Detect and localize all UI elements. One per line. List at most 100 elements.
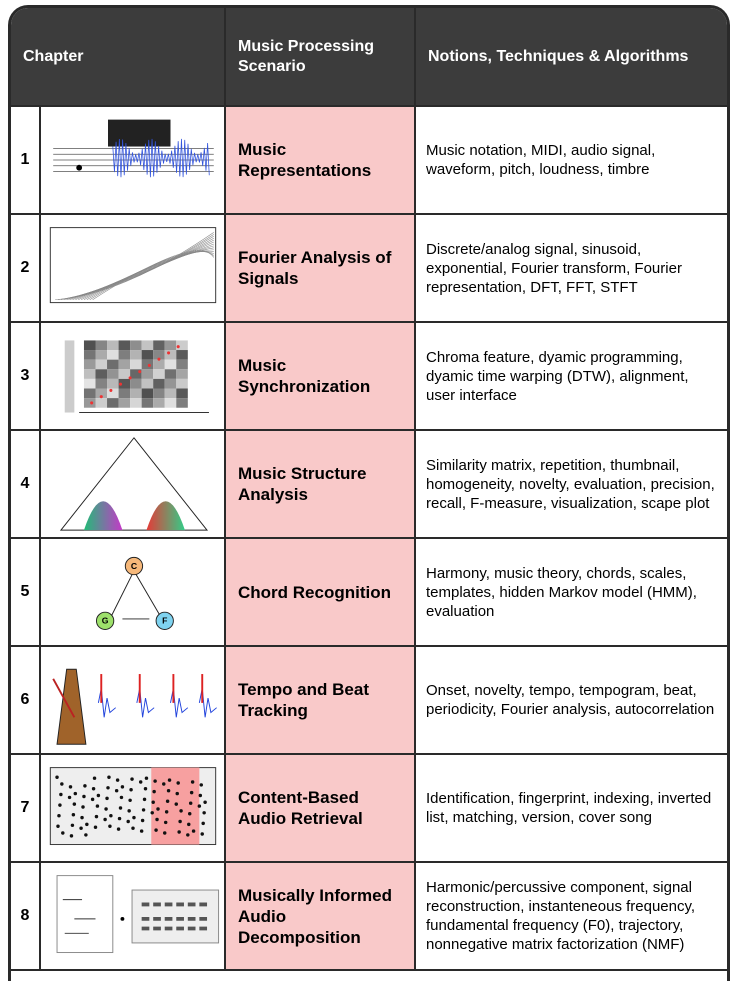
figure-shape bbox=[83, 398, 95, 408]
figure-shape bbox=[164, 810, 168, 814]
figure-shape bbox=[141, 398, 153, 408]
chapter-number: 8 bbox=[11, 863, 41, 971]
figure-shape bbox=[120, 785, 124, 789]
chapter-figure bbox=[41, 107, 226, 215]
chapter-number: 4 bbox=[11, 431, 41, 539]
figure-shape bbox=[92, 776, 96, 780]
figure-shape bbox=[175, 350, 188, 360]
figure-shape bbox=[118, 388, 130, 399]
figure-shape bbox=[91, 250, 214, 300]
figure-shape bbox=[49, 227, 216, 304]
figure-shape bbox=[106, 398, 119, 408]
header-cell: Notions, Techniques & Algorithms bbox=[416, 8, 727, 107]
notions: Harmony, music theory, chords, scales, t… bbox=[416, 539, 727, 647]
figure-shape bbox=[55, 824, 60, 828]
figure-shape bbox=[198, 793, 202, 798]
figure-shape bbox=[83, 378, 95, 389]
figure-shape bbox=[67, 795, 71, 800]
figure-shape bbox=[64, 340, 74, 413]
figure-shape bbox=[77, 247, 214, 300]
figure-shape bbox=[68, 785, 72, 789]
figure-shape bbox=[118, 350, 130, 360]
figure-shape bbox=[185, 833, 190, 837]
figure-shape bbox=[152, 378, 165, 389]
figure-shape bbox=[90, 797, 94, 802]
chapter-figure bbox=[41, 755, 226, 863]
figure-shape bbox=[131, 889, 219, 944]
notions: Similarity matrix, repetition, thumbnail… bbox=[416, 431, 727, 539]
scenario: Fourier Analysis of Signals bbox=[226, 215, 416, 323]
figure-shape bbox=[58, 792, 63, 797]
figure-shape bbox=[108, 813, 113, 818]
figure-label: G bbox=[101, 616, 108, 626]
figure-shape bbox=[150, 800, 155, 804]
figure-shape: C G F bbox=[95, 556, 174, 630]
figure-shape bbox=[83, 501, 185, 531]
figure-shape bbox=[126, 809, 131, 813]
figure-shape bbox=[176, 830, 181, 834]
figure-shape bbox=[152, 388, 165, 399]
figure-shape bbox=[59, 437, 208, 531]
figure-shape bbox=[161, 782, 165, 786]
chapter-number: 1 bbox=[11, 107, 41, 215]
figure-shape bbox=[120, 916, 124, 921]
figure-shape bbox=[163, 820, 167, 825]
figure-shape bbox=[80, 249, 214, 300]
figure-shape bbox=[131, 815, 136, 820]
figure-shape bbox=[201, 811, 206, 815]
figure-shape bbox=[164, 350, 176, 360]
figure-shape bbox=[128, 376, 132, 380]
scenario: Chord Recognition bbox=[226, 539, 416, 647]
figure-shape bbox=[152, 340, 165, 351]
figure-shape bbox=[84, 822, 89, 827]
notions: Harmonic/percussive component, signal re… bbox=[416, 863, 727, 971]
figure-shape bbox=[49, 767, 216, 846]
figure-shape bbox=[187, 812, 191, 816]
figure-shape bbox=[95, 611, 114, 630]
figure-shape bbox=[164, 398, 176, 408]
figure-shape bbox=[114, 788, 118, 793]
figure-shape bbox=[137, 370, 141, 374]
figure-shape bbox=[106, 350, 119, 360]
figure-shape bbox=[118, 378, 130, 389]
figure-shape bbox=[71, 243, 214, 300]
figure-shape bbox=[197, 804, 201, 808]
figure-shape bbox=[175, 791, 179, 796]
figure-shape bbox=[118, 359, 130, 370]
figure-shape bbox=[175, 781, 180, 785]
chapter-figure bbox=[41, 647, 226, 755]
figure-shape bbox=[144, 776, 148, 780]
figure-shape bbox=[155, 807, 160, 811]
figure-shape bbox=[141, 340, 153, 351]
figure-shape bbox=[83, 350, 95, 360]
figure-shape bbox=[94, 814, 98, 819]
figure-shape bbox=[142, 797, 146, 802]
figure-shape bbox=[83, 833, 88, 837]
chapter-number: 7 bbox=[11, 755, 41, 863]
figure-shape bbox=[141, 350, 153, 360]
scenario: Content-Based Audio Retrieval bbox=[226, 755, 416, 863]
figure-shape bbox=[200, 821, 205, 826]
figure-shape bbox=[60, 831, 65, 835]
figure-shape bbox=[175, 378, 188, 389]
figure-shape bbox=[83, 388, 95, 399]
figure-shape bbox=[103, 807, 108, 811]
figure-shape bbox=[59, 437, 208, 531]
figure-shape bbox=[129, 777, 134, 781]
chapter-number: 5 bbox=[11, 539, 41, 647]
chapter-number: 3 bbox=[11, 323, 41, 431]
figure-shape bbox=[56, 813, 61, 818]
figure-shape bbox=[186, 822, 190, 827]
figure-shape bbox=[104, 796, 109, 801]
figure-shape bbox=[202, 800, 207, 804]
figure-shape bbox=[73, 791, 77, 796]
table: Chapter Music Processing Scenario Notion… bbox=[11, 8, 727, 971]
figure-shape bbox=[117, 816, 121, 821]
figure-shape bbox=[129, 369, 142, 379]
figure-shape bbox=[165, 799, 169, 803]
figure-shape bbox=[129, 350, 142, 360]
notions: Discrete/analog signal, sinusoid, expone… bbox=[416, 215, 727, 323]
figure-shape bbox=[51, 668, 217, 745]
notions: Identification, fingerprint, indexing, i… bbox=[416, 755, 727, 863]
figure-shape bbox=[95, 804, 99, 808]
